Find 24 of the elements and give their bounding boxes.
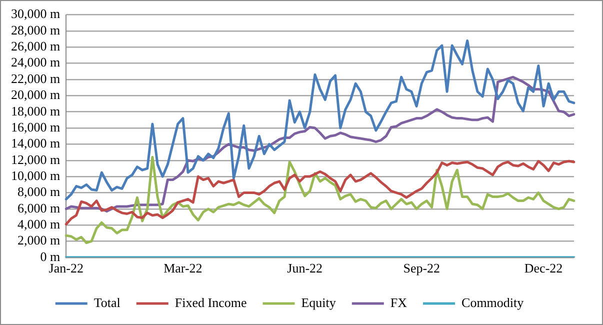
y-tick-label: 8,000 m — [17, 184, 60, 200]
legend-label: Equity — [301, 294, 336, 310]
y-tick-label: 24,000 m — [10, 54, 60, 70]
y-tick-label: 10,000 m — [10, 168, 60, 183]
legend-label: Total — [94, 294, 121, 310]
y-tick-label: 16,000 m — [10, 119, 60, 134]
y-tick-label: 30,000 m — [10, 6, 60, 22]
y-tick-label: 12,000 m — [10, 152, 60, 167]
y-tick-label: 2,000 m — [17, 232, 60, 248]
y-tick-label: 14,000 m — [10, 136, 60, 151]
y-tick-label: 18,000 m — [10, 103, 60, 118]
legend-label: Commodity — [462, 294, 524, 310]
legend-label: FX — [390, 294, 408, 310]
y-tick-label: 28,000 m — [10, 22, 60, 38]
x-tick-label: Dec-22 — [524, 260, 563, 276]
x-tick-label: Sep-22 — [403, 260, 440, 276]
x-tick-label: Mar-22 — [164, 260, 202, 276]
y-tick-label: 6,000 m — [17, 200, 60, 216]
y-tick-label: 4,000 m — [17, 216, 60, 232]
x-tick-label: Jun-22 — [287, 260, 323, 276]
legend-label: Fixed Income — [174, 294, 247, 310]
y-tick-label: 20,000 m — [10, 87, 60, 102]
y-tick-label: 26,000 m — [10, 38, 60, 54]
y-tick-label: 22,000 m — [10, 70, 60, 86]
